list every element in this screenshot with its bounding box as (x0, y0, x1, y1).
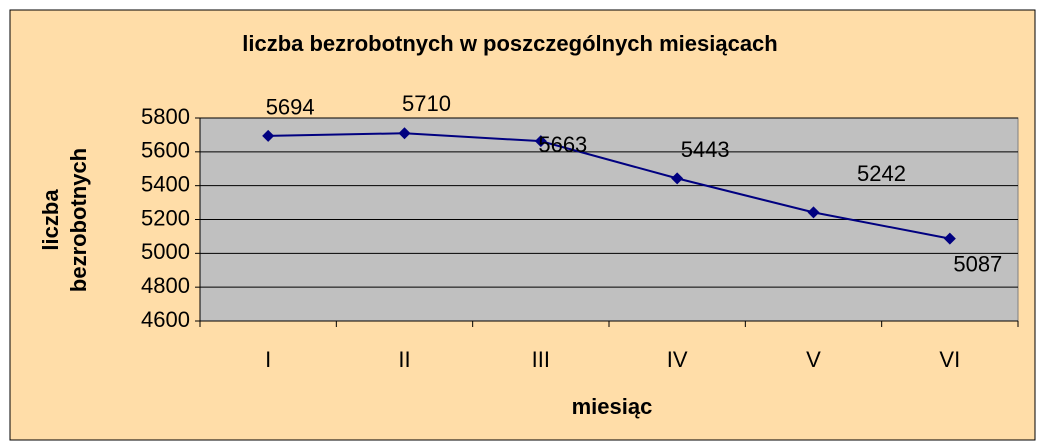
marker (534, 135, 547, 148)
x-tick-label: I (265, 347, 271, 372)
x-tick-label: II (398, 347, 410, 372)
x-tick-label: V (806, 347, 821, 372)
y-axis-label: liczba (38, 189, 63, 251)
y-tick-label: 5000 (141, 239, 190, 264)
data-label: 5242 (857, 161, 906, 186)
data-label: 5663 (538, 132, 587, 157)
marker (671, 172, 684, 185)
chart-title: liczba bezrobotnych w poszczególnych mie… (242, 31, 777, 56)
line (268, 132, 951, 240)
x-tick-label: III (532, 347, 550, 372)
y-tick-label: 5400 (141, 171, 190, 196)
marker (262, 129, 275, 142)
data-label: 5087 (953, 251, 1002, 276)
marker (398, 127, 411, 140)
data-label: 5710 (402, 91, 451, 116)
data-label: 5694 (266, 95, 315, 120)
x-axis-label: miesiąc (572, 394, 653, 419)
x-tick-label: VI (939, 347, 960, 372)
y-tick-label: 5200 (141, 205, 190, 230)
y-tick-label: 4800 (141, 273, 190, 298)
data-label: 5443 (681, 137, 730, 162)
marker (943, 232, 956, 245)
y-tick-label: 4600 (141, 307, 190, 332)
marker (807, 206, 820, 219)
y-tick-label: 5600 (141, 138, 190, 163)
x-tick-label: IV (667, 347, 688, 372)
y-tick-label: 5800 (141, 104, 190, 129)
y-axis-label: bezrobotnych (66, 148, 91, 292)
